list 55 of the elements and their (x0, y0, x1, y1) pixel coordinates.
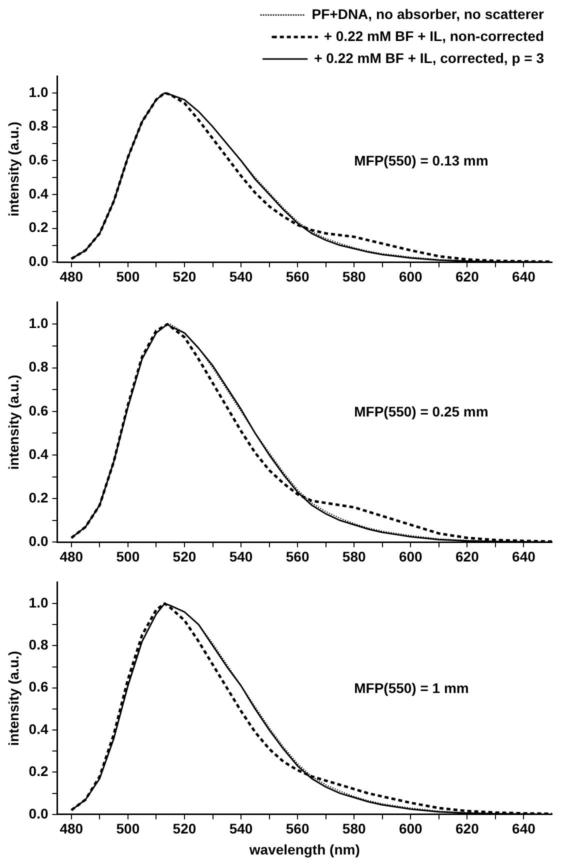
y-tick-label: 0.6 (28, 151, 48, 168)
x-tick-label: 560 (286, 548, 310, 564)
y-tick-label: 0.8 (28, 118, 48, 134)
x-tick-label: 520 (172, 548, 196, 564)
x-tick-label: 580 (342, 268, 366, 284)
legend-label: PF+DNA, no absorber, no scatterer (312, 6, 545, 22)
x-tick-label: 540 (229, 820, 253, 837)
y-tick-label: 0.6 (28, 678, 48, 695)
x-tick-label: 580 (342, 820, 366, 837)
x-tick-label: 560 (286, 820, 310, 837)
legend-label: + 0.22 mM BF + IL, corrected, p = 3 (314, 50, 544, 66)
y-tick-label: 0.0 (28, 253, 48, 270)
x-tick-label: 480 (60, 268, 84, 284)
x-tick-label: 560 (286, 268, 310, 284)
x-tick-label: 520 (172, 820, 196, 837)
y-tick-label: 1.0 (28, 594, 48, 610)
x-tick-label: 480 (60, 820, 84, 837)
x-tick-label: 540 (229, 548, 253, 564)
x-axis-title: wavelength (nm) (248, 841, 360, 858)
y-tick-label: 0.4 (28, 720, 48, 737)
x-tick-label: 620 (456, 820, 480, 837)
y-tick-label: 0.6 (28, 402, 48, 418)
x-tick-label: 620 (456, 548, 480, 564)
y-tick-label: 0.0 (28, 533, 48, 550)
x-tick-label: 580 (342, 548, 366, 564)
y-tick-label: 0.8 (28, 358, 48, 375)
y-tick-label: 1.0 (28, 315, 48, 332)
y-tick-label: 0.0 (28, 805, 48, 822)
x-tick-label: 600 (398, 268, 423, 284)
x-tick-label: 640 (512, 548, 536, 564)
y-tick-label: 0.2 (28, 763, 48, 780)
annotation: MFP(550) = 0.13 mm (354, 152, 488, 169)
y-tick-label: 0.2 (28, 219, 48, 236)
y-axis-title: intensity (a.u.) (5, 374, 22, 470)
x-tick-label: 540 (229, 268, 253, 284)
annotation: MFP(550) = 0.25 mm (354, 404, 488, 420)
x-tick-label: 600 (398, 548, 423, 564)
x-tick-label: 500 (116, 548, 140, 564)
y-axis-title: intensity (a.u.) (5, 650, 22, 746)
x-tick-label: 640 (512, 820, 536, 837)
x-tick-label: 600 (398, 820, 423, 837)
x-tick-label: 500 (116, 820, 140, 837)
y-tick-label: 0.4 (28, 446, 48, 462)
y-tick-label: 0.2 (28, 489, 48, 506)
x-tick-label: 500 (116, 268, 140, 284)
x-tick-label: 520 (172, 268, 196, 284)
x-tick-label: 620 (456, 268, 480, 284)
y-tick-label: 1.0 (28, 84, 48, 100)
x-tick-label: 480 (60, 548, 84, 564)
annotation: MFP(550) = 1 mm (354, 680, 469, 696)
legend-label: + 0.22 mM BF + IL, non-corrected (324, 28, 544, 44)
y-tick-label: 0.8 (28, 636, 48, 653)
x-tick-label: 640 (512, 268, 536, 284)
y-tick-label: 0.4 (28, 185, 48, 202)
y-axis-title: intensity (a.u.) (5, 122, 22, 217)
